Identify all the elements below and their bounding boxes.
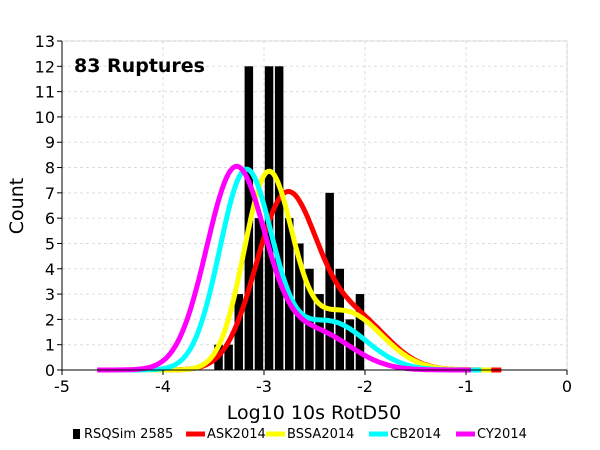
histogram-bar <box>355 294 365 370</box>
histogram-bar <box>295 243 304 370</box>
curve-cy2014 <box>96 163 472 373</box>
legend-swatch <box>73 429 80 439</box>
y-tick-label: 12 <box>35 57 55 76</box>
histogram-bar <box>254 218 264 370</box>
histogram-bar <box>274 66 284 371</box>
y-tick-label: 8 <box>45 159 55 178</box>
histogram-bar <box>234 294 243 370</box>
y-tick-label: 13 <box>35 32 55 51</box>
y-tick-label: 5 <box>45 234 55 253</box>
legend-item: CB2014 <box>369 427 441 442</box>
x-tick-label: -2 <box>357 377 373 396</box>
histogram-bar <box>325 192 334 370</box>
x-tick-label: -1 <box>458 377 474 396</box>
x-tick-label: -4 <box>155 377 171 396</box>
y-tick-label: 3 <box>45 285 55 304</box>
y-tick-label: 1 <box>45 336 55 355</box>
histogram-bar <box>224 344 233 370</box>
legend-item: ASK2014 <box>186 427 266 442</box>
histogram-bar <box>315 294 324 370</box>
y-tick-label: 4 <box>45 260 55 279</box>
x-tick-label: -3 <box>256 377 272 396</box>
legend-item: BSSA2014 <box>266 427 354 442</box>
y-tick-label: 11 <box>35 83 55 102</box>
y-tick-label: 10 <box>35 108 55 127</box>
y-tick-label: 2 <box>45 310 55 329</box>
x-ticks: -5 -4 -3 -2 -1 0 <box>54 370 572 396</box>
legend-item: CY2014 <box>456 427 527 442</box>
legend: RSQSim 2585 ASK2014 BSSA2014 CB2014 CY2014 <box>73 427 527 442</box>
legend-label: ASK2014 <box>207 427 266 442</box>
legend-label: BSSA2014 <box>287 427 354 442</box>
y-tick-label: 9 <box>45 133 55 152</box>
grid <box>61 40 568 371</box>
x-tick-label: -5 <box>54 377 70 396</box>
legend-label: CY2014 <box>477 427 527 442</box>
x-axis-title: Log10 10s RotD50 <box>227 402 402 424</box>
plot-area <box>61 40 568 371</box>
chart-annotation: 83 Ruptures <box>74 55 205 77</box>
x-tick-label: 0 <box>562 377 572 396</box>
y-tick-label: 0 <box>45 361 55 380</box>
legend-label: CB2014 <box>390 427 441 442</box>
legend-label: RSQSim 2585 <box>84 427 173 442</box>
y-tick-label: 7 <box>45 184 55 203</box>
legend-item: RSQSim 2585 <box>73 427 173 442</box>
y-axis-title: Count <box>6 178 28 234</box>
histogram-bar <box>335 268 344 370</box>
y-tick-label: 6 <box>45 209 55 228</box>
